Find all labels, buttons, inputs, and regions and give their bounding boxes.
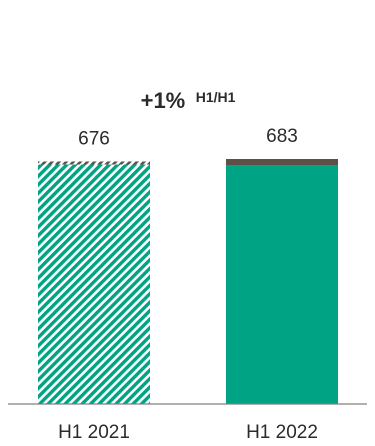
value-label-h1-2022: 683	[266, 126, 298, 147]
value-label-h1-2021: 676	[78, 129, 110, 150]
growth-period: H1/H1	[196, 89, 236, 105]
bar-cap-h1-2021	[38, 161, 150, 165]
bar-h1-2021	[38, 161, 150, 404]
tick-label-h1-2022: H1 2022	[246, 422, 318, 443]
bar-cap-h1-2022	[226, 159, 338, 165]
svg-text:+1% H1/H1: +1% H1/H1	[141, 88, 236, 113]
growth-annotation: +1% H1/H1	[141, 88, 236, 113]
growth-percent: +1%	[141, 88, 186, 113]
bar-h1-2022	[226, 159, 338, 404]
tick-label-h1-2021: H1 2021	[58, 422, 130, 443]
